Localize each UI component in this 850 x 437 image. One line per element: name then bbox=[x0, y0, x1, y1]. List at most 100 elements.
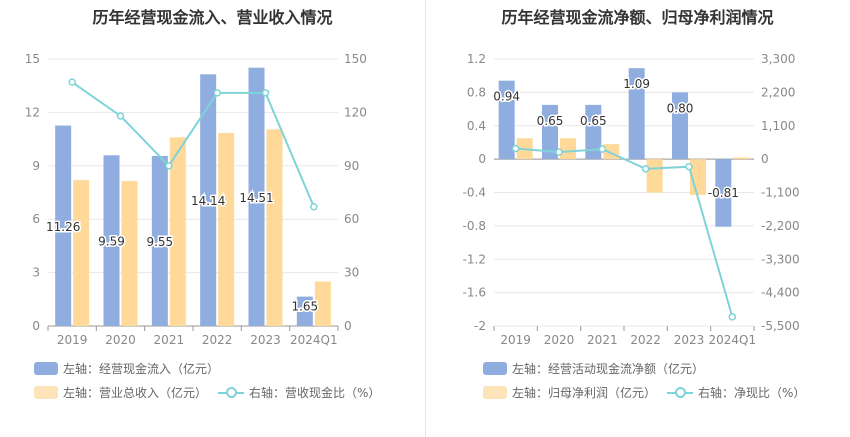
ratio-point[interactable] bbox=[116, 112, 125, 120]
left-axis-tick-label: 9 bbox=[32, 159, 40, 173]
bar-data-label: -0.81 bbox=[708, 186, 739, 200]
legend-swatch-net-cash-flow bbox=[483, 362, 507, 375]
ratio-line bbox=[515, 147, 734, 318]
right-chart-panel: 历年经营现金流净额、归母净利润情况 -2 -1.6 -1.2 -0.8 -0.4 0 0.4… bbox=[425, 0, 850, 437]
x-axis-category-label: 2019 bbox=[57, 333, 88, 347]
x-axis-category-label: 2021 bbox=[154, 333, 185, 347]
bar-primary[interactable] bbox=[200, 74, 217, 326]
left-axis-tick-label: -0.4 bbox=[463, 186, 486, 200]
bar-primary[interactable] bbox=[585, 104, 602, 160]
bar-secondary[interactable] bbox=[73, 180, 90, 326]
left-axis-tick-label: 3 bbox=[32, 266, 40, 280]
bar-data-label: 0.65 bbox=[580, 114, 607, 128]
bar-data-label: 1.09 bbox=[623, 77, 650, 91]
bar-secondary[interactable] bbox=[560, 138, 576, 160]
legend-item-net-profit[interactable]: 左轴：归母净利润（亿元） bbox=[483, 384, 656, 401]
legend-swatch-revenue bbox=[34, 386, 58, 399]
right-axis-tick-label: 0 bbox=[761, 152, 769, 166]
legend-label-net-profit: 左轴：归母净利润（亿元） bbox=[512, 386, 657, 400]
legend-item-revenue-cash-ratio[interactable]: 右轴：营收现金比（%） bbox=[218, 384, 380, 401]
legend-item-revenue[interactable]: 左轴：营业总收入（亿元） bbox=[34, 384, 207, 401]
ratio-point[interactable] bbox=[555, 148, 563, 156]
x-axis-category-label: 2023 bbox=[674, 333, 705, 347]
legend-label-net-cash-ratio: 右轴：净现比（%） bbox=[698, 386, 806, 400]
legend-item-net-cash-ratio[interactable]: 右轴：净现比（%） bbox=[667, 384, 805, 401]
bar-primary[interactable] bbox=[55, 125, 72, 327]
bar-data-label: 9.59 bbox=[98, 235, 125, 249]
right-axis-tick-label: -2,200 bbox=[761, 219, 800, 233]
legend-swatch-net-cash-ratio bbox=[667, 386, 693, 399]
bar-data-label: 9.55 bbox=[146, 235, 173, 249]
x-axis-category-label: 2022 bbox=[202, 333, 233, 347]
bar-primary[interactable] bbox=[248, 67, 265, 327]
left-axis-tick-label: 1.2 bbox=[467, 52, 486, 66]
left-axis-tick-label: -2 bbox=[474, 319, 486, 333]
right-axis-tick-label: 90 bbox=[344, 159, 359, 173]
ratio-point[interactable] bbox=[213, 89, 221, 97]
bar-data-label: 0.94 bbox=[493, 90, 520, 104]
bar-secondary[interactable] bbox=[314, 281, 331, 327]
left-axis-tick-label: -1.2 bbox=[463, 252, 486, 266]
ratio-point[interactable] bbox=[68, 78, 76, 86]
bar-secondary[interactable] bbox=[733, 157, 750, 160]
left-axis-tick-label: 15 bbox=[25, 52, 40, 66]
left-axis-tick-label: 0 bbox=[32, 319, 40, 333]
right-axis-tick-label: -3,300 bbox=[761, 252, 800, 266]
bar-primary[interactable] bbox=[151, 156, 168, 326]
bar-primary[interactable] bbox=[628, 68, 645, 160]
bar-primary[interactable] bbox=[715, 159, 732, 227]
bar-secondary[interactable] bbox=[266, 129, 283, 326]
legend-label-revenue: 左轴：营业总收入（亿元） bbox=[63, 386, 208, 400]
ratio-point[interactable] bbox=[310, 202, 318, 211]
bar-data-label: 0.65 bbox=[537, 114, 564, 128]
legend-item-cash-inflow[interactable]: 左轴：经营现金流入（亿元） bbox=[34, 360, 219, 377]
ratio-line bbox=[71, 81, 315, 208]
x-axis-category-label: 2021 bbox=[587, 333, 618, 347]
ratio-point[interactable] bbox=[511, 144, 520, 153]
left-axis-tick-label: 0 bbox=[478, 152, 486, 166]
legend-swatch-revenue-cash-ratio bbox=[218, 386, 244, 399]
bar-secondary[interactable] bbox=[646, 159, 663, 193]
right-axis-tick-label: 60 bbox=[344, 212, 359, 226]
right-axis-tick-label: 30 bbox=[344, 266, 359, 280]
bar-primary[interactable] bbox=[103, 155, 120, 326]
legend-item-net-cash-flow[interactable]: 左轴：经营活动现金流净额（亿元） bbox=[483, 360, 704, 377]
x-axis-category-label: 2023 bbox=[250, 333, 281, 347]
right-axis-tick-label: -4,400 bbox=[761, 286, 800, 300]
ratio-point[interactable] bbox=[728, 313, 737, 321]
bar-primary[interactable] bbox=[296, 296, 313, 326]
right-axis-tick-label: 120 bbox=[344, 105, 367, 119]
ratio-point[interactable] bbox=[598, 145, 607, 153]
right-chart-title: 历年经营现金流净额、归母净利润情况 bbox=[501, 8, 774, 27]
left-axis-tick-label: -0.8 bbox=[463, 219, 486, 233]
bar-data-label: 1.65 bbox=[291, 300, 318, 314]
right-axis-tick-label: 150 bbox=[344, 52, 367, 66]
legend-swatch-cash-inflow bbox=[34, 362, 58, 375]
legend-label-net-cash-flow: 左轴：经营活动现金流净额（亿元） bbox=[512, 362, 705, 376]
left-chart-title: 历年经营现金流入、营业收入情况 bbox=[92, 8, 333, 27]
bar-secondary[interactable] bbox=[169, 137, 186, 326]
ratio-point[interactable] bbox=[261, 89, 270, 97]
ratio-point[interactable] bbox=[685, 162, 693, 171]
bar-data-label: 14.14 bbox=[191, 194, 225, 208]
right-axis-tick-label: 2,200 bbox=[761, 85, 795, 99]
right-axis-tick-label: 3,300 bbox=[761, 52, 795, 66]
bar-primary[interactable] bbox=[542, 104, 558, 160]
left-axis-tick-label: -1.6 bbox=[463, 286, 486, 300]
bar-primary[interactable] bbox=[672, 92, 688, 160]
bar-secondary[interactable] bbox=[218, 132, 235, 326]
x-axis-category-label: 2022 bbox=[630, 333, 661, 347]
right-axis-tick-label: -5,500 bbox=[761, 319, 800, 333]
bar-data-label: 0.80 bbox=[667, 101, 694, 115]
bar-data-label: 14.51 bbox=[239, 191, 273, 205]
legend-label-cash-inflow: 左轴：经营现金流入（亿元） bbox=[63, 362, 220, 376]
left-axis-tick-label: 0.8 bbox=[467, 85, 486, 99]
bar-primary[interactable] bbox=[498, 80, 515, 160]
left-axis-tick-label: 6 bbox=[32, 212, 40, 226]
bar-secondary[interactable] bbox=[121, 180, 138, 326]
panel-divider bbox=[425, 0, 426, 437]
right-axis-tick-label: 1,100 bbox=[761, 119, 795, 133]
ratio-point[interactable] bbox=[641, 165, 650, 173]
ratio-point[interactable] bbox=[165, 162, 173, 170]
